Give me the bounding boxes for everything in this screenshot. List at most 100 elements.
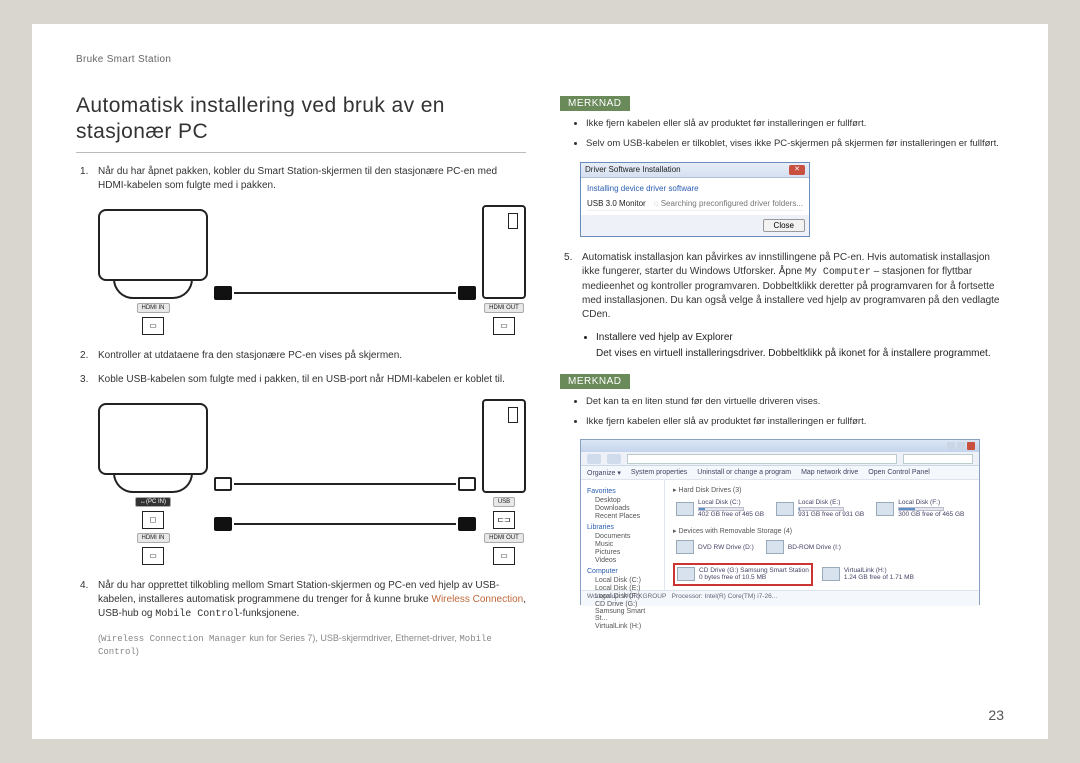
driver-install-dialog: Driver Software Installation ✕ Installin… bbox=[580, 162, 810, 237]
drive-bd[interactable]: BD-ROM Drive (I:) bbox=[763, 537, 844, 557]
close-icon[interactable] bbox=[967, 442, 975, 450]
right-column: MERKNAD Ikke fjern kabelen eller slå av … bbox=[560, 93, 1004, 659]
bd-icon bbox=[766, 540, 784, 554]
dialog-installing: Installing device driver software bbox=[587, 182, 803, 197]
system-props[interactable]: System properties bbox=[631, 469, 687, 476]
organize-menu[interactable]: Organize ▾ bbox=[587, 469, 621, 477]
step-5: Automatisk installasjon kan påvirkes av … bbox=[560, 251, 1004, 322]
removable-header: ▸ Devices with Removable Storage (4) bbox=[673, 527, 971, 535]
note-1b: Selv om USB-kabelen er tilkoblet, vises … bbox=[586, 137, 1004, 151]
hdmi-in-label: HDMI IN bbox=[137, 303, 170, 313]
sub-bullet-list: Installere ved hjelp av Explorer bbox=[574, 332, 1004, 343]
content-columns: Automatisk installering ved bruk av en s… bbox=[76, 93, 1004, 659]
mobile-control-term: Mobile Control bbox=[155, 609, 239, 620]
foot-workgroup: Workgroup: WORKGROUP bbox=[587, 593, 666, 600]
side-docs[interactable]: Documents bbox=[587, 533, 658, 540]
address-bar[interactable] bbox=[627, 454, 897, 464]
explorer-toolbar: Organize ▾ System properties Uninstall o… bbox=[581, 466, 979, 480]
explorer-window: Organize ▾ System properties Uninstall o… bbox=[580, 439, 980, 605]
merknad-badge-2: MERKNAD bbox=[560, 374, 630, 389]
drive-virtuallink[interactable]: VirtualLink (H:)1.24 GB free of 1.71 MB bbox=[819, 563, 917, 585]
my-computer-term: My Computer bbox=[805, 267, 871, 278]
merknad-badge-1: MERKNAD bbox=[560, 96, 630, 111]
note-2b: Ikke fjern kabelen eller slå av produkte… bbox=[586, 415, 1004, 429]
dvd-icon bbox=[676, 540, 694, 554]
side-recent[interactable]: Recent Places bbox=[587, 513, 658, 520]
monitor-illustration-2: ↔(PC IN) ◻ HDMI IN ▭ bbox=[98, 403, 208, 565]
page: Bruke Smart Station Automatisk installer… bbox=[32, 24, 1048, 739]
side-downloads[interactable]: Downloads bbox=[587, 505, 658, 512]
page-number: 23 bbox=[988, 707, 1004, 723]
drive-icon bbox=[776, 502, 794, 516]
figure-usb-hdmi: ↔(PC IN) ◻ HDMI IN ▭ bbox=[98, 399, 526, 565]
step-list-right: Automatisk installasjon kan påvirkes av … bbox=[560, 251, 1004, 322]
side-pics[interactable]: Pictures bbox=[587, 549, 658, 556]
notes-list-1: Ikke fjern kabelen eller slå av produkte… bbox=[560, 117, 1004, 152]
hdmi-cable-2 bbox=[214, 517, 476, 531]
step-list-left: Når du har åpnet pakken, kobler du Smart… bbox=[76, 165, 526, 193]
notes-list-2: Det kan ta en liten stund før den virtue… bbox=[560, 395, 1004, 430]
explorer-titlebar bbox=[581, 440, 979, 452]
side-lde[interactable]: Local Disk (E:) bbox=[587, 585, 658, 592]
pc-in-label: ↔(PC IN) bbox=[135, 497, 171, 507]
map-drive[interactable]: Map network drive bbox=[801, 469, 858, 476]
figure-hdmi: HDMI IN ▭ HDMI OUT ▭ bbox=[98, 205, 526, 335]
usb-out-port-icon: ⊏⊐ bbox=[493, 511, 515, 529]
search-input[interactable] bbox=[903, 454, 973, 464]
hdmi-out-label-2: HDMI OUT bbox=[484, 533, 524, 543]
drive-cd-samsung[interactable]: CD Drive (G:) Samsung Smart Station0 byt… bbox=[673, 563, 813, 585]
step-3: Koble USB-kabelen som fulgte med i pakke… bbox=[76, 373, 526, 387]
side-desktop[interactable]: Desktop bbox=[587, 497, 658, 504]
back-button[interactable] bbox=[587, 454, 601, 464]
forward-button[interactable] bbox=[607, 454, 621, 464]
control-panel[interactable]: Open Control Panel bbox=[868, 469, 929, 476]
drive-e[interactable]: Local Disk (E:)931 GB free of 931 GB bbox=[773, 496, 867, 521]
side-vl[interactable]: VirtualLink (H:) bbox=[587, 623, 658, 630]
side-music[interactable]: Music bbox=[587, 541, 658, 548]
side-ldc[interactable]: Local Disk (C:) bbox=[587, 577, 658, 584]
hdmi-port-icon-2: ▭ bbox=[142, 547, 164, 565]
step-1: Når du har åpnet pakken, kobler du Smart… bbox=[76, 165, 526, 193]
usb-label: USB bbox=[493, 497, 515, 507]
left-column: Automatisk installering ved bruk av en s… bbox=[76, 93, 526, 659]
side-favorites[interactable]: Favorites bbox=[587, 488, 658, 495]
side-cdd[interactable]: CD Drive (G:) Samsung Smart St... bbox=[587, 601, 658, 622]
breadcrumb: Bruke Smart Station bbox=[76, 54, 1004, 65]
usb-port-icon: ◻ bbox=[142, 511, 164, 529]
vl-icon bbox=[822, 567, 840, 581]
usb-cable bbox=[214, 477, 476, 491]
close-icon[interactable]: ✕ bbox=[789, 165, 805, 175]
drive-f[interactable]: Local Disk (F:)300 GB free of 465 GB bbox=[873, 496, 967, 521]
pc-illustration-2: USB ⊏⊐ HDMI OUT ▭ bbox=[482, 399, 526, 565]
uninstall-link[interactable]: Uninstall or change a program bbox=[697, 469, 791, 476]
close-button[interactable]: Close bbox=[763, 219, 805, 232]
drive-c[interactable]: Local Disk (C:)402 GB free of 465 GB bbox=[673, 496, 767, 521]
wireless-connection-term: Wireless Connection bbox=[432, 594, 524, 605]
page-title: Automatisk installering ved bruk av en s… bbox=[76, 93, 526, 153]
hdmi-in-label-2: HDMI IN bbox=[137, 533, 170, 543]
step-2: Kontroller at utdataene fra den stasjonæ… bbox=[76, 349, 526, 363]
hdmi-out-label: HDMI OUT bbox=[484, 303, 524, 313]
note-2a: Det kan ta en liten stund før den virtue… bbox=[586, 395, 1004, 409]
foot-processor: Processor: Intel(R) Core(TM) i7-26... bbox=[672, 593, 777, 600]
hdmi-out-port-icon-2: ▭ bbox=[493, 547, 515, 565]
pc-illustration: HDMI OUT ▭ bbox=[482, 205, 526, 335]
sub-bullet-explorer: Installere ved hjelp av Explorer bbox=[596, 332, 1004, 343]
dialog-title: Driver Software Installation bbox=[585, 165, 681, 175]
sub-bullet-text: Det vises en virtuell installeringsdrive… bbox=[560, 347, 1004, 361]
side-videos[interactable]: Videos bbox=[587, 557, 658, 564]
side-computer[interactable]: Computer bbox=[587, 568, 658, 575]
explorer-main: ▸ Hard Disk Drives (3) Local Disk (C:)40… bbox=[665, 480, 979, 590]
wcm-term: Wireless Connection Manager bbox=[101, 634, 247, 644]
hdmi-port-icon: ▭ bbox=[142, 317, 164, 335]
monitor-illustration: HDMI IN ▭ bbox=[98, 209, 208, 335]
explorer-sidebar: Favorites Desktop Downloads Recent Place… bbox=[581, 480, 665, 590]
side-libraries[interactable]: Libraries bbox=[587, 524, 658, 531]
step-4: Når du har opprettet tilkobling mellom S… bbox=[76, 579, 526, 622]
dialog-status: Searching preconfigured driver folders..… bbox=[661, 199, 803, 208]
explorer-navbar bbox=[581, 452, 979, 466]
dialog-device: USB 3.0 Monitor bbox=[587, 199, 646, 208]
drive-dvd[interactable]: DVD RW Drive (D:) bbox=[673, 537, 757, 557]
step4-text-c: -funksjonene. bbox=[239, 608, 299, 619]
hdd-header: ▸ Hard Disk Drives (3) bbox=[673, 486, 971, 494]
